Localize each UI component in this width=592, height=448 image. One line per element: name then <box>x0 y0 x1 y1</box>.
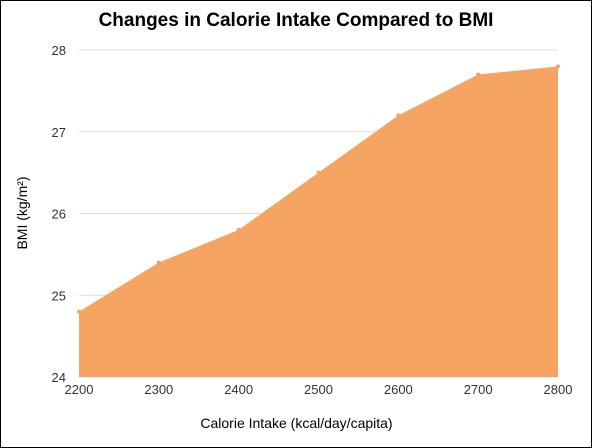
data-point-2600 <box>396 113 401 118</box>
x-tick-labels: 2200 2300 2400 2500 2600 2700 2800 <box>65 382 573 397</box>
data-point-2800 <box>556 64 560 69</box>
x-tick-2600: 2600 <box>384 382 413 397</box>
y-tick-24: 24 <box>52 370 66 385</box>
series-area <box>79 66 558 377</box>
y-tick-28: 28 <box>52 43 66 58</box>
y-tick-27: 27 <box>52 125 66 140</box>
y-tick-26: 26 <box>52 207 66 222</box>
x-tick-2300: 2300 <box>144 382 173 397</box>
y-tick-labels: 24 25 26 27 28 <box>52 43 66 385</box>
data-point-2300 <box>156 260 161 265</box>
x-tick-2700: 2700 <box>464 382 493 397</box>
chart-title: Changes in Calorie Intake Compared to BM… <box>98 10 494 31</box>
x-tick-2800: 2800 <box>544 382 573 397</box>
x-tick-2200: 2200 <box>65 382 94 397</box>
data-point-2400 <box>236 227 241 232</box>
data-point-2700 <box>476 72 481 77</box>
data-point-2200 <box>77 309 81 314</box>
x-axis-label: Calorie Intake (kcal/day/capita) <box>200 415 392 431</box>
x-tick-2400: 2400 <box>224 382 253 397</box>
x-tick-2500: 2500 <box>304 382 333 397</box>
data-point-2500 <box>316 170 321 175</box>
y-axis-label: BMI (kg/m²) <box>14 176 30 249</box>
y-tick-25: 25 <box>52 288 66 303</box>
